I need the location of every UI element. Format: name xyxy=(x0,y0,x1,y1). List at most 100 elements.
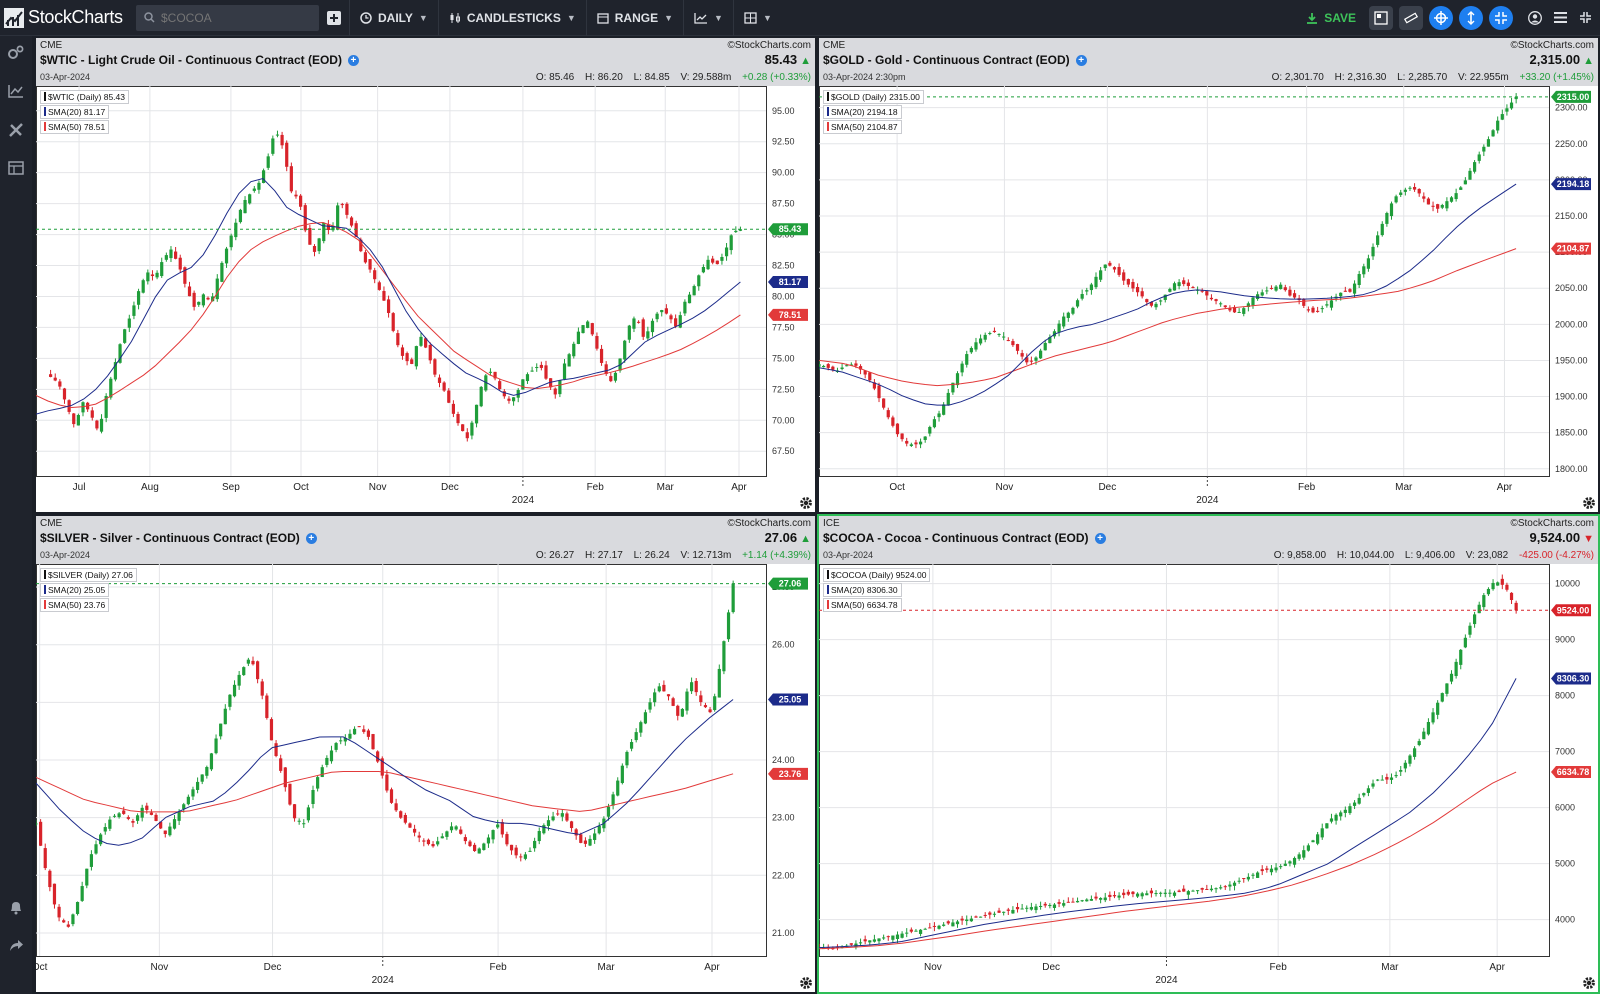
sidebar-tools-button[interactable] xyxy=(7,121,25,139)
candle-body xyxy=(708,709,712,713)
layout-dropdown[interactable]: ▼ xyxy=(734,0,782,36)
candle-body xyxy=(442,382,446,391)
chart-panel-gold[interactable]: CME $GOLD - Gold - Continuous Contract (… xyxy=(817,36,1600,514)
candle-body xyxy=(1389,203,1394,217)
candle-body xyxy=(1279,866,1283,868)
candle-body xyxy=(322,222,326,242)
save-button[interactable]: SAVE xyxy=(1296,0,1366,36)
triangle-down-icon: ▼ xyxy=(1583,533,1594,545)
sidebar-charts-button[interactable] xyxy=(7,82,25,100)
candle-body xyxy=(1394,196,1398,203)
candle-body xyxy=(140,807,144,818)
candle-body xyxy=(1320,828,1324,838)
add-chart-button[interactable] xyxy=(319,0,349,36)
chart-title[interactable]: $GOLD - Gold - Continuous Contract (EOD)… xyxy=(823,53,1087,67)
candle-body xyxy=(243,199,247,214)
candle-body xyxy=(909,929,913,932)
candle-body xyxy=(1454,193,1458,200)
sidebar-settings-button[interactable] xyxy=(7,44,25,62)
range-dropdown[interactable]: RANGE ▼ xyxy=(587,0,683,36)
candle-body xyxy=(1445,683,1449,694)
vertical-line-button[interactable] xyxy=(1459,5,1483,30)
gear-icon[interactable] xyxy=(1582,496,1596,510)
sidebar-alerts-button[interactable] xyxy=(7,898,25,916)
layout-toggle-button[interactable] xyxy=(1369,5,1393,30)
sidebar-share-button[interactable] xyxy=(7,936,25,954)
search-input[interactable] xyxy=(161,10,311,25)
candle-body xyxy=(57,906,61,918)
add-indicator-icon[interactable]: + xyxy=(1075,55,1087,66)
range-label: RANGE xyxy=(614,10,659,25)
candle-body xyxy=(646,331,650,339)
last-price-value: 85.43 xyxy=(764,52,798,67)
chart-title[interactable]: $SILVER - Silver - Continuous Contract (… xyxy=(40,531,317,545)
candle-body xyxy=(343,737,347,742)
sidebar-layout-button[interactable] xyxy=(7,159,25,177)
sma20-tag-text: 8306.30 xyxy=(1557,673,1590,683)
candle-body xyxy=(280,134,284,146)
y-tick-label: 90.00 xyxy=(772,168,795,178)
y-tick-label: 1900.00 xyxy=(1555,392,1588,402)
chart-panel-wtic[interactable]: CME $WTIC - Light Crude Oil - Continuous… xyxy=(34,36,817,514)
chart-type-dropdown[interactable]: CANDLESTICKS ▼ xyxy=(439,0,586,36)
toolbar-divider xyxy=(732,0,734,36)
collapse-panel-button[interactable] xyxy=(1573,0,1600,36)
candle-body xyxy=(1029,360,1033,362)
candle-body xyxy=(283,767,287,788)
menu-button[interactable] xyxy=(1548,0,1573,36)
symbol-search[interactable] xyxy=(136,4,319,31)
candle-body xyxy=(349,217,354,226)
price-plot[interactable]: 27.0026.0025.0024.0023.0022.0021.00OctNo… xyxy=(36,564,815,994)
chart-panel-silver[interactable]: CME $SILVER - Silver - Continuous Contra… xyxy=(34,514,817,994)
candle-body xyxy=(53,377,57,381)
candle-body xyxy=(95,420,99,429)
plot-area[interactable] xyxy=(819,564,1550,957)
chart-title[interactable]: $WTIC - Light Crude Oil - Continuous Con… xyxy=(40,53,359,67)
chart-title[interactable]: $COCOA - Cocoa - Continuous Contract (EO… xyxy=(823,531,1106,545)
candle-body xyxy=(209,753,214,770)
candle-body xyxy=(1025,357,1029,363)
fullscreen-button[interactable] xyxy=(1489,5,1513,30)
candle-body xyxy=(653,692,657,703)
add-indicator-icon[interactable]: + xyxy=(305,533,317,544)
price-tag: 85.43 xyxy=(768,223,808,236)
sma20-line xyxy=(36,177,741,415)
candle-body xyxy=(214,738,218,754)
candle-body xyxy=(1352,802,1357,806)
candle-body xyxy=(1505,584,1509,590)
candle-body xyxy=(1186,282,1190,286)
candle-body xyxy=(1186,891,1190,895)
candle-body xyxy=(1260,292,1264,296)
sma50-line xyxy=(819,248,1517,387)
gear-icon[interactable] xyxy=(1582,976,1596,990)
indicators-dropdown[interactable]: ▼ xyxy=(684,0,733,36)
y-tick-label: 67.50 xyxy=(772,446,795,456)
candle-body xyxy=(1177,890,1181,893)
add-indicator-icon[interactable]: + xyxy=(1094,533,1106,544)
logo[interactable]: StockCharts xyxy=(0,7,136,28)
price-plot[interactable]: 10000 9000 8000 7000 6000 5000 4000 Nov Dec 2024 F… xyxy=(819,564,1598,994)
candle-body xyxy=(424,338,428,348)
chart-panel-cocoa[interactable]: ICE $COCOA - Cocoa - Continuous Contract… xyxy=(817,514,1600,994)
candle-body xyxy=(831,948,835,950)
user-icon xyxy=(1528,10,1542,25)
gear-icon[interactable] xyxy=(799,976,813,990)
candle-body xyxy=(109,378,113,398)
account-button[interactable] xyxy=(1516,0,1548,36)
gear-icon[interactable] xyxy=(799,496,813,510)
candle-body xyxy=(662,684,666,692)
crosshair-button[interactable] xyxy=(1429,5,1453,30)
candle-body xyxy=(643,712,648,724)
candle-body xyxy=(1283,287,1287,291)
add-indicator-icon[interactable]: + xyxy=(347,55,359,66)
candle-body xyxy=(428,344,432,361)
ruler-button[interactable] xyxy=(1399,5,1423,30)
legend-sma20: SMA(20) 25.05 xyxy=(40,583,110,597)
period-dropdown[interactable]: DAILY ▼ xyxy=(350,0,438,36)
candle-body xyxy=(992,913,997,915)
price-plot[interactable]: 2300.002250.002200.002150.002100.002050.… xyxy=(819,86,1598,514)
candle-body xyxy=(923,928,927,930)
plot-area[interactable] xyxy=(36,86,767,477)
price-plot[interactable]: 95.0092.5090.0087.5085.0082.5080.0077.50… xyxy=(36,86,815,514)
candle-body xyxy=(676,705,680,716)
